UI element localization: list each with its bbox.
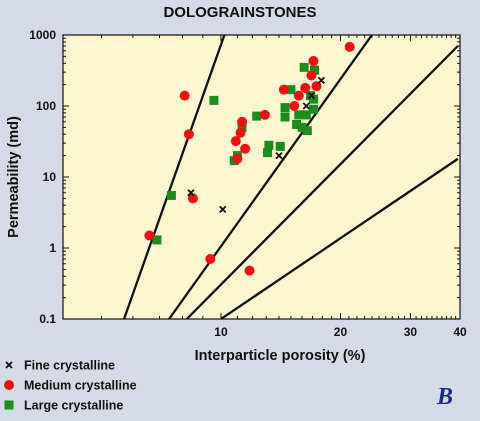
large-crystalline-point — [252, 111, 262, 121]
fine-crystalline-point — [275, 151, 283, 160]
medium-crystalline-point — [179, 90, 190, 101]
medium-crystalline-point — [232, 153, 243, 164]
large-crystalline-point — [302, 126, 312, 136]
legend-fine-crystalline-point — [5, 361, 13, 369]
y-tick-label: 0.1 — [39, 312, 56, 326]
large-crystalline-point — [280, 112, 290, 122]
large-crystalline-point — [299, 62, 309, 72]
large-crystalline-point — [294, 110, 304, 120]
medium-crystalline-point — [278, 84, 289, 95]
boundary-line — [122, 35, 226, 319]
medium-crystalline-point — [187, 193, 198, 204]
fine-crystalline-point — [187, 189, 195, 197]
y-tick-label: 1000 — [29, 28, 56, 42]
y-tick-label: 100 — [36, 99, 56, 113]
medium-crystalline-point — [306, 70, 317, 81]
y-axis-label: Permeability (md) — [6, 116, 22, 238]
x-tick-label: 40 — [453, 325, 467, 339]
fine-crystalline-point — [302, 102, 310, 110]
large-crystalline-point — [237, 122, 247, 132]
medium-crystalline-point — [244, 265, 255, 276]
boundary-lines — [122, 35, 459, 319]
fine-crystalline-point — [317, 76, 326, 84]
medium-crystalline-point — [300, 82, 311, 93]
x-tick-label: 20 — [334, 325, 348, 339]
x-tick-label: 30 — [404, 325, 418, 339]
chart-title: DOLOGRAINSTONES — [163, 4, 316, 21]
fine-crystalline-point — [219, 205, 227, 214]
medium-crystalline-point — [230, 136, 241, 147]
fine-crystalline-point — [307, 91, 316, 100]
large-crystalline-point — [263, 148, 273, 158]
legend-medium-crystalline-point — [4, 380, 14, 390]
medium-crystalline-point — [235, 127, 246, 138]
plot-area — [62, 34, 461, 320]
tick-labels: 0.1 1 10 100 1000 10 20 30 40 — [29, 28, 467, 339]
legend-label-fine-crystalline: Fine crystalline — [24, 359, 115, 373]
boundary-line — [220, 157, 459, 319]
panel-letter: B — [436, 384, 453, 410]
medium-crystalline-point — [289, 101, 300, 111]
medium-crystalline-point — [237, 116, 248, 127]
legend-label-medium-crystalline: Medium crystalline — [24, 379, 137, 393]
large-crystalline-point — [286, 85, 296, 95]
large-crystalline-point — [166, 190, 176, 200]
medium-crystalline-point — [205, 253, 216, 264]
axis-ticks — [62, 35, 461, 320]
boundary-line — [185, 45, 459, 319]
legend-label-large-crystalline: Large crystalline — [24, 399, 123, 413]
medium-crystalline-point — [240, 143, 251, 154]
medium-crystalline-point — [293, 90, 304, 101]
medium-crystalline-point — [144, 230, 155, 241]
large-crystalline-point — [152, 235, 162, 245]
boundary-line — [168, 35, 373, 319]
large-crystalline-point — [280, 103, 290, 113]
y-tick-label: 1 — [49, 241, 56, 255]
x-axis-label: Interparticle porosity (%) — [195, 348, 366, 364]
large-crystalline-point — [297, 122, 307, 132]
medium-crystalline-point — [344, 41, 355, 52]
large-crystalline-point — [308, 104, 318, 114]
medium-crystalline-point — [183, 129, 194, 140]
data-points — [144, 41, 355, 276]
legend-large-crystalline-point — [4, 400, 14, 410]
y-tick-label: 10 — [43, 170, 57, 184]
medium-crystalline-point — [308, 56, 319, 67]
large-crystalline-point — [275, 141, 285, 151]
large-crystalline-point — [308, 94, 318, 104]
medium-crystalline-point — [259, 109, 270, 120]
x-tick-label: 10 — [214, 325, 228, 339]
large-crystalline-point — [209, 95, 219, 105]
large-crystalline-point — [264, 140, 274, 150]
legend: Fine crystalline Medium crystalline Large … — [4, 359, 137, 413]
large-crystalline-point — [301, 110, 311, 120]
large-crystalline-point — [292, 119, 302, 129]
large-crystalline-point — [309, 65, 319, 75]
